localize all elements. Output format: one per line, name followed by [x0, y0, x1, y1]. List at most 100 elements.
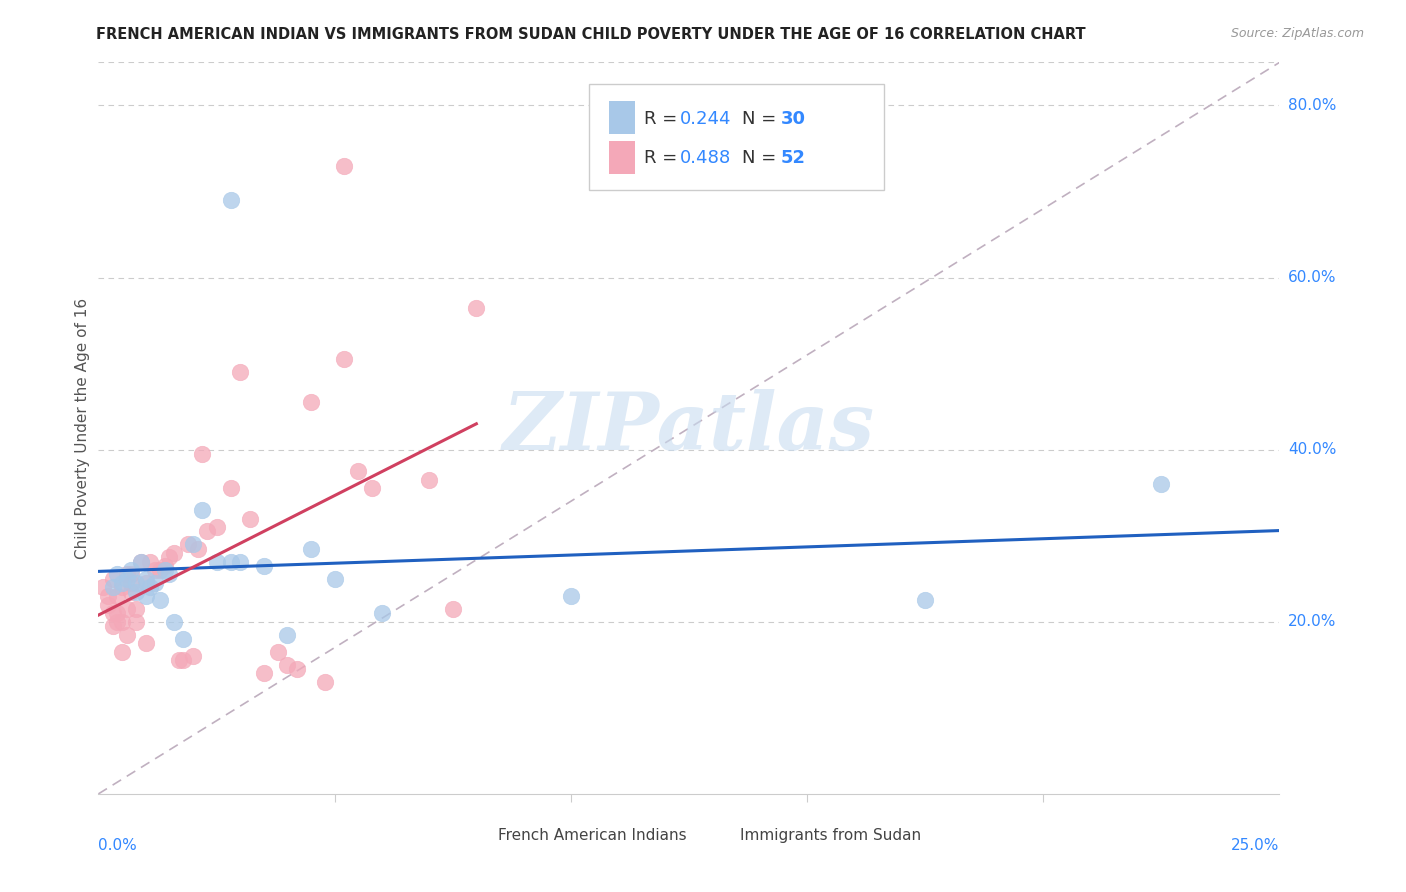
Point: [115, 572, 138, 586]
Text: 0.488: 0.488: [679, 149, 731, 168]
Point: [195, 524, 218, 539]
Text: Source: ZipAtlas.com: Source: ZipAtlas.com: [1230, 27, 1364, 40]
Point: [111, 615, 134, 629]
Text: ZIPatlas: ZIPatlas: [503, 390, 875, 467]
Point: [187, 541, 209, 556]
Point: [121, 567, 143, 582]
Point: [276, 657, 298, 672]
Point: [157, 550, 180, 565]
Point: [205, 520, 228, 534]
Text: 40.0%: 40.0%: [1288, 442, 1336, 458]
Point: [219, 555, 242, 569]
Point: [101, 606, 124, 620]
Point: [149, 563, 172, 577]
Point: [465, 301, 488, 315]
Text: Immigrants from Sudan: Immigrants from Sudan: [740, 828, 921, 843]
Point: [115, 602, 138, 616]
Point: [129, 555, 152, 569]
Point: [285, 662, 308, 676]
Y-axis label: Child Poverty Under the Age of 16: Child Poverty Under the Age of 16: [75, 298, 90, 558]
Point: [111, 580, 134, 594]
Point: [914, 593, 936, 607]
Point: [153, 563, 176, 577]
Point: [239, 511, 262, 525]
Point: [219, 193, 242, 207]
Point: [441, 602, 464, 616]
Point: [101, 572, 124, 586]
Point: [115, 628, 138, 642]
Point: [418, 473, 440, 487]
Point: [143, 576, 166, 591]
Point: [97, 598, 120, 612]
Point: [135, 572, 157, 586]
Point: [125, 584, 148, 599]
Text: N =: N =: [742, 149, 782, 168]
Point: [97, 589, 120, 603]
Text: French American Indians: French American Indians: [498, 828, 686, 843]
Point: [163, 546, 186, 560]
Point: [101, 580, 124, 594]
Point: [125, 602, 148, 616]
Point: [105, 567, 128, 582]
Point: [177, 537, 200, 551]
Point: [105, 589, 128, 603]
Point: [276, 628, 298, 642]
FancyBboxPatch shape: [700, 822, 730, 849]
Text: R =: R =: [644, 149, 683, 168]
FancyBboxPatch shape: [609, 141, 634, 174]
Point: [181, 537, 204, 551]
Point: [229, 555, 252, 569]
Point: [91, 580, 114, 594]
Text: 30: 30: [782, 110, 806, 128]
FancyBboxPatch shape: [458, 822, 488, 849]
Text: FRENCH AMERICAN INDIAN VS IMMIGRANTS FROM SUDAN CHILD POVERTY UNDER THE AGE OF 1: FRENCH AMERICAN INDIAN VS IMMIGRANTS FRO…: [96, 27, 1085, 42]
FancyBboxPatch shape: [589, 85, 884, 191]
Point: [172, 653, 194, 667]
Point: [121, 576, 143, 591]
Text: 25.0%: 25.0%: [1232, 838, 1279, 853]
Text: 0.244: 0.244: [679, 110, 731, 128]
Point: [299, 541, 322, 556]
Point: [101, 619, 124, 633]
Point: [163, 615, 186, 629]
Point: [153, 558, 176, 573]
Point: [333, 159, 356, 173]
Text: 80.0%: 80.0%: [1288, 98, 1336, 113]
Point: [105, 615, 128, 629]
Point: [125, 576, 148, 591]
Point: [111, 576, 134, 591]
Point: [105, 606, 128, 620]
Text: 52: 52: [782, 149, 806, 168]
Point: [361, 482, 384, 496]
Point: [253, 666, 276, 681]
Point: [323, 572, 346, 586]
Point: [135, 576, 157, 591]
Text: 0.0%: 0.0%: [98, 838, 138, 853]
FancyBboxPatch shape: [609, 101, 634, 134]
Point: [267, 645, 290, 659]
Point: [139, 555, 162, 569]
Point: [121, 584, 143, 599]
Point: [125, 615, 148, 629]
Point: [143, 563, 166, 577]
Point: [157, 567, 180, 582]
Point: [560, 589, 582, 603]
Point: [111, 645, 134, 659]
Point: [347, 464, 370, 478]
Point: [299, 395, 322, 409]
Point: [115, 567, 138, 582]
Point: [371, 606, 394, 620]
Point: [333, 352, 356, 367]
Point: [191, 503, 214, 517]
Point: [191, 447, 214, 461]
Point: [181, 649, 204, 664]
Point: [205, 555, 228, 569]
Point: [135, 589, 157, 603]
Point: [121, 563, 143, 577]
Point: [229, 365, 252, 379]
Point: [219, 482, 242, 496]
Point: [135, 636, 157, 650]
Text: N =: N =: [742, 110, 782, 128]
Point: [129, 555, 152, 569]
Point: [172, 632, 194, 646]
